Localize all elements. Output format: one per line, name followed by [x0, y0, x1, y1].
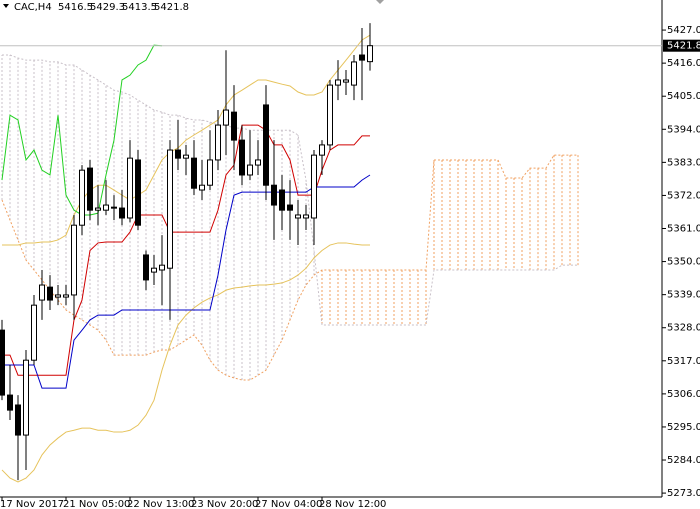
y-tick-label: 5295.0 — [667, 422, 700, 433]
candle-body — [55, 294, 61, 298]
candle-body — [71, 224, 77, 296]
candle-body — [295, 214, 301, 219]
candle-body — [223, 109, 229, 126]
candle-body — [207, 159, 213, 186]
current-price-box — [663, 39, 700, 52]
x-tick-label: 21 Nov 05:00 — [63, 499, 130, 509]
candle-body — [287, 204, 293, 211]
y-tick-label: 5405.0 — [667, 91, 700, 102]
y-tick-label: 5394.0 — [667, 124, 700, 135]
y-tick-label: 5383.0 — [667, 157, 700, 168]
chart-title: CAC,H4 — [14, 2, 52, 13]
candle-body — [303, 214, 309, 219]
header-high: 5429.3 — [90, 2, 125, 13]
x-tick-label: 28 Nov 12:00 — [319, 499, 386, 509]
indicator-line — [2, 174, 371, 389]
y-tick-label: 5416.0 — [667, 58, 700, 69]
y-tick-label: 5328.0 — [667, 323, 700, 334]
header-close: 5421.8 — [154, 2, 189, 13]
candle-body — [231, 111, 237, 141]
candle-body — [151, 267, 157, 273]
current-price-label: 5421.8 — [667, 41, 700, 52]
candle-body — [367, 45, 373, 63]
y-tick-label: 5306.0 — [667, 389, 700, 400]
candle-body — [119, 207, 125, 219]
candle-body — [327, 84, 333, 146]
y-tick-label: 5372.0 — [667, 190, 700, 201]
candle-body — [279, 189, 285, 211]
candle-body — [63, 294, 69, 298]
y-tick-label: 5427.0 — [667, 25, 700, 36]
candle-body — [159, 264, 165, 271]
header-open: 5416.5 — [58, 2, 93, 13]
candle-body — [247, 164, 253, 176]
shift-marker — [376, 0, 384, 4]
indicator-line — [2, 124, 370, 376]
candle-body — [111, 206, 117, 209]
candle-body — [335, 79, 341, 86]
y-tick-label: 5350.0 — [667, 257, 700, 268]
candle-body — [343, 79, 349, 83]
y-tick-label: 5361.0 — [667, 224, 700, 235]
candle-body — [39, 284, 45, 301]
candle-body — [79, 169, 85, 226]
cloud-edge — [1, 154, 578, 381]
candle-body — [271, 184, 277, 206]
candle-body — [47, 286, 53, 301]
x-tick-label: 22 Nov 13:00 — [127, 499, 194, 509]
candle-body — [95, 207, 101, 211]
candle-body — [191, 157, 197, 189]
y-tick-label: 5317.0 — [667, 356, 700, 367]
candle-body — [239, 139, 245, 176]
indicator-line — [2, 34, 371, 246]
candle-body — [215, 124, 221, 161]
collapse-marker — [3, 4, 9, 8]
y-tick-label: 5273.0 — [667, 488, 700, 499]
x-tick-label: 27 Nov 04:00 — [255, 499, 322, 509]
candle-body — [351, 61, 357, 86]
candle-body — [0, 329, 5, 396]
candle-body — [23, 359, 29, 436]
candle-body — [311, 154, 317, 219]
candle-body — [183, 154, 189, 159]
candle-body — [135, 159, 141, 226]
y-tick-label: 5339.0 — [667, 290, 700, 301]
candle-body — [127, 157, 133, 219]
candle-body — [103, 204, 109, 211]
y-tick-label: 5284.0 — [667, 455, 700, 466]
candle-body — [31, 304, 37, 361]
candle-body — [319, 144, 325, 156]
candle-body — [175, 149, 181, 159]
cloud-edge — [2, 54, 578, 326]
candle-body — [167, 149, 173, 269]
candle-body — [199, 184, 205, 191]
candle-body — [263, 104, 269, 186]
indicator-line — [1, 242, 370, 483]
candle-body — [15, 404, 21, 436]
candle-body — [87, 167, 93, 211]
candle-body — [359, 54, 365, 61]
x-tick-label: 23 Nov 20:00 — [191, 499, 258, 509]
candle-body — [255, 159, 261, 166]
header-low: 5413.5 — [122, 2, 157, 13]
candle-body — [143, 254, 149, 281]
x-tick-label: 17 Nov 2017 — [0, 499, 64, 509]
candle-body — [7, 394, 13, 411]
